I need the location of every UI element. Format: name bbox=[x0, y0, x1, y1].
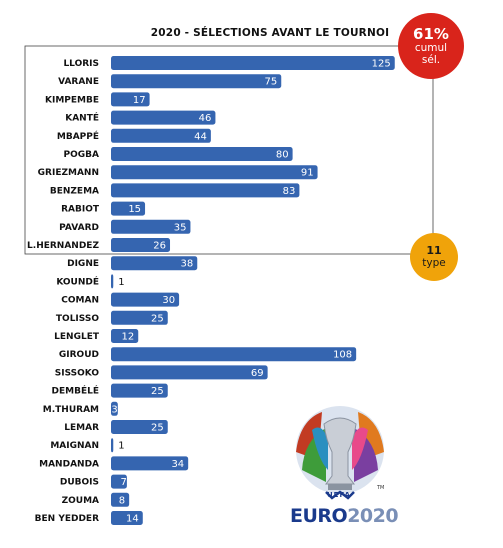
bar bbox=[111, 274, 114, 289]
bar bbox=[111, 383, 168, 398]
category-label: SISSOKO bbox=[55, 368, 100, 378]
category-label: LENGLET bbox=[54, 332, 100, 342]
value-label: 35 bbox=[174, 222, 187, 233]
category-label: TOLISSO bbox=[56, 314, 99, 324]
category-label: VARANE bbox=[58, 77, 99, 87]
category-label: DUBOIS bbox=[60, 478, 99, 488]
value-label: 44 bbox=[194, 131, 207, 142]
category-label: BENZEMA bbox=[50, 186, 99, 196]
value-label: 26 bbox=[153, 241, 166, 252]
value-label: 8 bbox=[119, 495, 125, 506]
category-label: COMAN bbox=[61, 296, 99, 306]
bar bbox=[111, 110, 216, 125]
logo-wordmark: EURO2020 bbox=[290, 505, 399, 527]
value-label: 25 bbox=[151, 313, 164, 324]
value-label: 25 bbox=[151, 423, 164, 434]
category-label: GRIEZMANN bbox=[38, 168, 99, 178]
value-label: 1 bbox=[118, 441, 124, 452]
value-label: 83 bbox=[283, 186, 296, 197]
value-label: 14 bbox=[126, 514, 139, 525]
cumul-value: 61% bbox=[413, 25, 449, 43]
bar bbox=[111, 401, 118, 416]
bar bbox=[111, 147, 293, 161]
bar bbox=[111, 420, 168, 434]
category-label: KANTÉ bbox=[65, 112, 99, 124]
value-label: 3 bbox=[111, 404, 117, 415]
bar bbox=[111, 310, 168, 325]
value-label: 91 bbox=[301, 168, 314, 179]
bar bbox=[111, 183, 300, 198]
value-label: 30 bbox=[162, 295, 175, 306]
value-label: 38 bbox=[181, 259, 194, 270]
category-label: MAIGNAN bbox=[50, 441, 99, 451]
category-label: RABIOT bbox=[61, 205, 100, 215]
category-label: POGBA bbox=[64, 150, 99, 160]
bar bbox=[111, 219, 191, 234]
category-label: MANDANDA bbox=[39, 459, 99, 469]
bar bbox=[111, 128, 211, 143]
category-label: GIROUD bbox=[59, 350, 99, 360]
bar bbox=[111, 56, 395, 70]
bar bbox=[111, 74, 282, 89]
bar bbox=[111, 511, 143, 525]
value-label: 46 bbox=[199, 113, 212, 124]
type-badge: 11 type bbox=[410, 233, 458, 281]
bar bbox=[111, 329, 139, 343]
value-label: 25 bbox=[151, 386, 164, 397]
value-label: 125 bbox=[372, 59, 391, 70]
type-value: 11 bbox=[426, 244, 442, 257]
category-label: KIMPEMBE bbox=[45, 95, 99, 105]
logo-word-euro: EURO bbox=[290, 505, 348, 527]
value-label: 108 bbox=[333, 350, 352, 361]
category-label: L.HERNANDEZ bbox=[27, 241, 99, 251]
bar bbox=[111, 438, 114, 453]
category-label: DIGNE bbox=[67, 259, 99, 269]
cumul-label-line2: sél. bbox=[421, 54, 441, 66]
bar bbox=[111, 201, 146, 216]
cumul-badge: 61% cumul sél. bbox=[398, 13, 464, 79]
category-label: DEMBÉLÉ bbox=[52, 385, 99, 397]
category-label: KOUNDÉ bbox=[56, 275, 99, 287]
category-label: M.THURAM bbox=[43, 405, 99, 415]
logo-word-year: 2020 bbox=[347, 505, 399, 527]
bar bbox=[111, 92, 150, 107]
logo-tm-text: TM bbox=[377, 485, 385, 491]
value-label: 80 bbox=[276, 150, 289, 161]
type-label: type bbox=[422, 257, 446, 269]
value-label: 75 bbox=[265, 77, 278, 88]
bar bbox=[111, 292, 180, 307]
top-eleven-frame bbox=[24, 45, 434, 255]
bar bbox=[111, 456, 189, 471]
value-label: 12 bbox=[122, 332, 135, 343]
value-label: 7 bbox=[121, 477, 127, 488]
value-label: 17 bbox=[133, 95, 146, 106]
bar bbox=[111, 165, 318, 180]
bar bbox=[111, 347, 357, 362]
chart-title: 2020 - SÉLECTIONS AVANT LE TOURNOI bbox=[150, 27, 390, 39]
value-label: 15 bbox=[128, 204, 141, 215]
logo-uefa-text: UEFA bbox=[327, 491, 351, 499]
category-label: PAVARD bbox=[59, 223, 99, 233]
category-label: LEMAR bbox=[64, 423, 99, 433]
bar bbox=[111, 474, 127, 489]
value-label: 34 bbox=[171, 459, 184, 470]
value-label: 1 bbox=[118, 277, 124, 288]
bar bbox=[111, 256, 198, 271]
bar bbox=[111, 492, 130, 507]
category-label: ZOUMA bbox=[62, 496, 99, 506]
bar bbox=[111, 238, 171, 252]
value-label: 69 bbox=[251, 368, 264, 379]
euro-2020-logo bbox=[296, 406, 384, 500]
category-label: MBAPPÉ bbox=[57, 130, 99, 142]
cumul-label-line1: cumul bbox=[414, 42, 448, 54]
category-label: BEN YEDDER bbox=[35, 514, 99, 524]
category-label: LLORIS bbox=[63, 59, 99, 69]
bar bbox=[111, 365, 268, 380]
